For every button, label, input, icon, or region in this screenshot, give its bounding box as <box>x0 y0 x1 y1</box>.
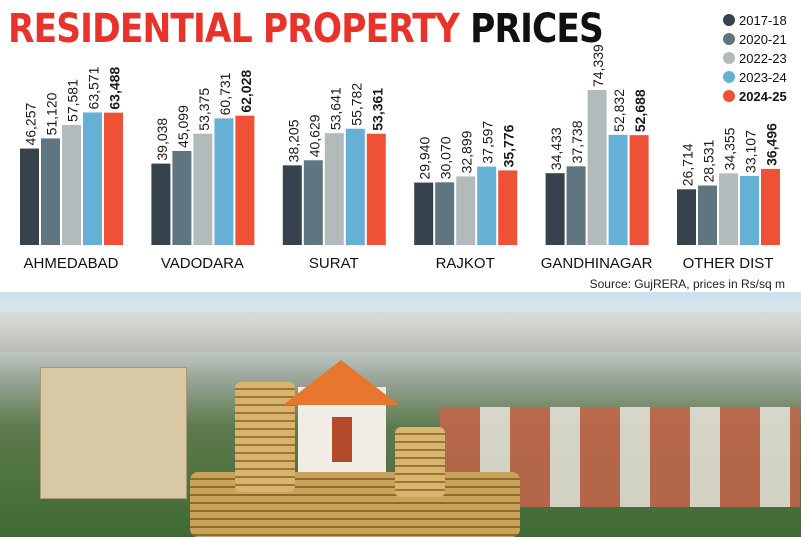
legend-marker <box>723 90 735 102</box>
data-label: 29,940 <box>417 137 433 180</box>
category-label: SURAT <box>309 255 359 272</box>
data-label: 26,714 <box>680 143 696 186</box>
data-label: 57,581 <box>65 79 81 122</box>
data-label: 51,120 <box>44 92 60 135</box>
data-label: 60,731 <box>217 72 233 115</box>
chart-title: RESIDENTIAL PROPERTY PRICES <box>8 6 604 52</box>
legend-marker <box>723 71 735 83</box>
bar-2023-24-rajkot <box>477 166 497 245</box>
category-label: VADODARA <box>161 255 244 272</box>
bar-2022-23-ahmedabad <box>62 124 81 245</box>
city-photo <box>0 292 801 537</box>
data-label: 37,738 <box>569 120 585 163</box>
data-label: 36,496 <box>764 123 780 166</box>
bar-2023-24-surat <box>345 128 365 245</box>
data-label: 52,688 <box>632 89 648 132</box>
data-label: 34,355 <box>722 127 738 170</box>
bar-2022-23-rajkot <box>456 176 476 245</box>
bar-2017-18-gandhinagar <box>545 173 565 245</box>
data-label: 32,899 <box>459 130 475 173</box>
bar-2023-24-vadodara <box>214 118 234 245</box>
data-label: 39,038 <box>154 118 170 161</box>
legend-marker <box>723 33 735 45</box>
bar-2022-23-gandhinagar <box>587 90 607 245</box>
bar-2024-25-gandhinagar <box>629 135 649 245</box>
bar-2023-24-ahmedabad <box>83 112 102 245</box>
legend-entry: 2020-21 <box>739 32 787 47</box>
legend-entry: 2017-18 <box>739 13 787 28</box>
legend-marker <box>723 14 735 26</box>
bar-2017-18-surat <box>282 165 302 245</box>
data-label: 34,433 <box>548 127 564 170</box>
category-label: GANDHINAGAR <box>541 255 653 272</box>
data-label: 63,488 <box>107 67 123 110</box>
bar-2017-18-other-dist <box>677 189 696 245</box>
bar-2024-25-other-dist <box>761 168 780 245</box>
legend-entry: 2023-24 <box>739 70 787 85</box>
title-part-2: PRICES <box>470 6 604 52</box>
legend-marker <box>723 52 735 64</box>
data-label: 37,597 <box>480 121 496 164</box>
bar-2024-25-surat <box>366 133 386 245</box>
bar-2022-23-vadodara <box>193 133 213 245</box>
bar-2023-24-other-dist <box>740 175 759 245</box>
data-label: 35,776 <box>501 124 517 167</box>
category-label: AHMEDABAD <box>23 255 118 272</box>
bar-2017-18-rajkot <box>414 182 434 245</box>
bar-2023-24-gandhinagar <box>608 134 628 245</box>
data-label: 33,107 <box>743 130 759 173</box>
bar-chart: 46,257 51,120 57,581 63,571 63,488 AHMEDABAD 3… <box>20 13 787 291</box>
bar-2022-23-other-dist <box>719 173 738 245</box>
data-label: 55,782 <box>348 83 364 126</box>
title-part-1: RESIDENTIAL PROPERTY <box>8 6 460 52</box>
source-note: Source: GujRERA, prices in Rs/sq m <box>590 277 785 291</box>
data-label: 28,531 <box>701 139 717 182</box>
legend-entry: 2024-25 <box>739 89 787 104</box>
bar-2020-21-rajkot <box>435 182 455 245</box>
category-label: OTHER DIST <box>683 255 774 272</box>
data-label: 53,641 <box>327 87 343 130</box>
bar-2020-21-ahmedabad <box>41 138 60 245</box>
bar-2022-23-surat <box>324 133 344 245</box>
bar-2020-21-other-dist <box>698 185 717 245</box>
data-label: 30,070 <box>438 136 454 179</box>
bar-2024-25-ahmedabad <box>104 112 123 245</box>
category-label: RAJKOT <box>436 255 495 272</box>
data-label: 53,375 <box>196 88 212 131</box>
data-label: 45,099 <box>175 105 191 148</box>
data-label: 63,571 <box>86 66 102 109</box>
legend-entry: 2022-23 <box>739 51 787 66</box>
bar-2020-21-gandhinagar <box>566 166 586 245</box>
bar-2024-25-rajkot <box>498 170 518 245</box>
data-label: 53,361 <box>369 88 385 131</box>
data-label: 74,339 <box>590 44 606 87</box>
bar-2017-18-ahmedabad <box>20 148 39 245</box>
bar-2020-21-vadodara <box>172 150 192 245</box>
bar-2024-25-vadodara <box>235 115 255 245</box>
data-label: 46,257 <box>23 103 39 146</box>
data-label: 40,629 <box>306 114 322 157</box>
data-label: 52,832 <box>611 89 627 132</box>
bar-2017-18-vadodara <box>151 163 171 245</box>
data-label: 38,205 <box>285 119 301 162</box>
bar-2020-21-surat <box>303 160 323 245</box>
data-label: 62,028 <box>238 70 254 113</box>
